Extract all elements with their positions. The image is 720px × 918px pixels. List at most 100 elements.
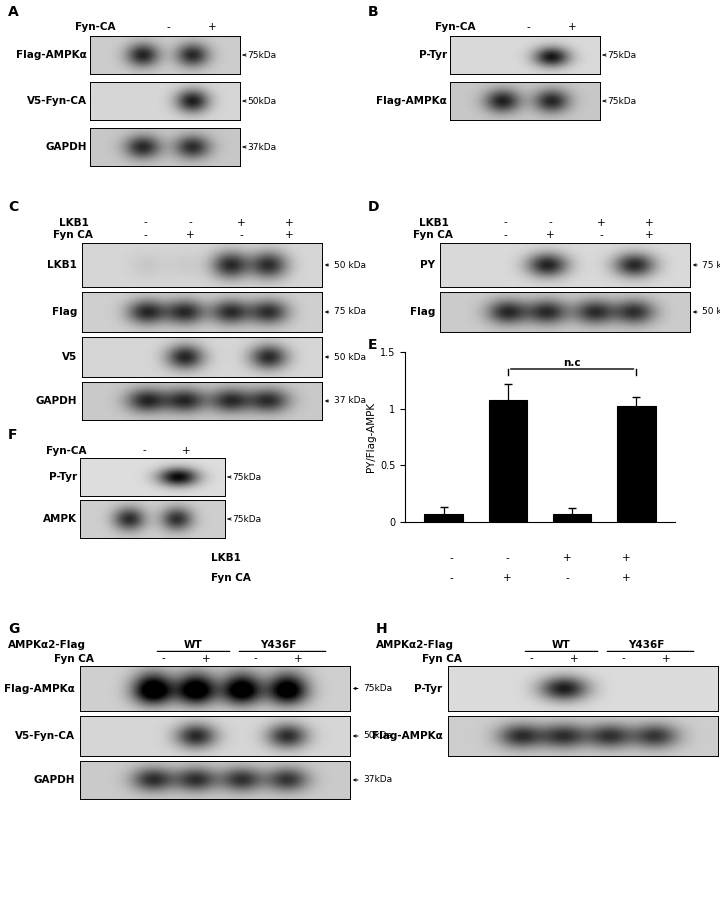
- Text: 75kDa: 75kDa: [233, 514, 261, 523]
- Text: H: H: [376, 622, 387, 636]
- Text: +: +: [202, 654, 210, 664]
- Text: Y436F: Y436F: [261, 640, 297, 650]
- Text: 37 kDa: 37 kDa: [334, 397, 366, 406]
- Bar: [553, 514, 591, 522]
- Text: AMPK: AMPK: [43, 514, 77, 524]
- Text: Flag: Flag: [410, 307, 435, 317]
- Text: Fyn CA: Fyn CA: [210, 573, 251, 583]
- Text: 50kDa: 50kDa: [364, 732, 392, 741]
- Text: PY: PY: [420, 260, 435, 270]
- Text: 37kDa: 37kDa: [248, 142, 276, 151]
- Text: A: A: [8, 5, 19, 19]
- Text: -: -: [504, 230, 508, 241]
- Text: Flag-AMPKα: Flag-AMPKα: [4, 684, 75, 693]
- Text: LKB1: LKB1: [48, 260, 77, 270]
- Text: 75kDa: 75kDa: [608, 50, 636, 60]
- Bar: [424, 514, 463, 522]
- Text: E: E: [368, 338, 377, 352]
- Text: LKB1: LKB1: [59, 218, 89, 228]
- Text: Flag-AMPKα: Flag-AMPKα: [372, 731, 443, 741]
- Text: 50 kDa: 50 kDa: [703, 308, 720, 317]
- Text: P-Tyr: P-Tyr: [415, 684, 443, 693]
- Text: GAPDH: GAPDH: [36, 396, 77, 406]
- Text: +: +: [285, 230, 294, 241]
- Text: Fyn CA: Fyn CA: [413, 230, 453, 241]
- Text: -: -: [504, 218, 508, 228]
- Text: -: -: [253, 654, 257, 664]
- Text: D: D: [368, 200, 379, 214]
- Text: 75kDa: 75kDa: [608, 96, 636, 106]
- Text: F: F: [8, 428, 17, 442]
- Bar: [489, 399, 527, 522]
- Text: Fyn-CA: Fyn-CA: [46, 445, 86, 455]
- Text: +: +: [622, 553, 631, 563]
- Text: AMPKα2-Flag: AMPKα2-Flag: [376, 640, 454, 650]
- Text: -: -: [527, 22, 531, 32]
- Text: +: +: [546, 230, 554, 241]
- Text: Flag-AMPKα: Flag-AMPKα: [17, 50, 87, 60]
- Text: Fyn CA: Fyn CA: [422, 654, 462, 664]
- Text: LKB1: LKB1: [210, 553, 240, 563]
- Text: +: +: [207, 22, 216, 32]
- Y-axis label: PY/Flag-AMPK: PY/Flag-AMPK: [366, 402, 376, 472]
- Text: C: C: [8, 200, 18, 214]
- Text: +: +: [186, 230, 194, 241]
- Text: +: +: [645, 218, 654, 228]
- Text: 50 kDa: 50 kDa: [334, 353, 366, 362]
- Text: 75 kDa: 75 kDa: [334, 308, 366, 317]
- Text: Flag-AMPKα: Flag-AMPKα: [377, 96, 447, 106]
- Text: GAPDH: GAPDH: [45, 142, 87, 152]
- Text: -: -: [600, 230, 603, 241]
- Text: +: +: [285, 218, 294, 228]
- Text: 75kDa: 75kDa: [248, 50, 276, 60]
- Text: +: +: [182, 445, 191, 455]
- Text: +: +: [662, 654, 671, 664]
- Text: +: +: [570, 654, 578, 664]
- Text: 75kDa: 75kDa: [233, 473, 261, 482]
- Text: -: -: [549, 218, 552, 228]
- Text: 50kDa: 50kDa: [248, 96, 276, 106]
- Text: -: -: [189, 218, 192, 228]
- Text: B: B: [368, 5, 379, 19]
- Text: Fyn CA: Fyn CA: [53, 230, 93, 241]
- Text: 37kDa: 37kDa: [364, 776, 392, 785]
- Text: V5: V5: [62, 352, 77, 362]
- Text: Fyn-CA: Fyn-CA: [75, 22, 116, 32]
- Text: -: -: [505, 553, 510, 563]
- Text: P-Tyr: P-Tyr: [419, 50, 447, 60]
- Text: +: +: [294, 654, 302, 664]
- Text: 75kDa: 75kDa: [364, 684, 392, 693]
- Text: +: +: [563, 553, 571, 563]
- Text: Y436F: Y436F: [629, 640, 665, 650]
- Text: -: -: [449, 573, 453, 583]
- Text: AMPKα2-Flag: AMPKα2-Flag: [8, 640, 86, 650]
- Text: GAPDH: GAPDH: [33, 775, 75, 785]
- Text: +: +: [238, 218, 246, 228]
- Text: -: -: [565, 573, 569, 583]
- Text: G: G: [8, 622, 19, 636]
- Text: V5-Fyn-CA: V5-Fyn-CA: [14, 731, 75, 741]
- Bar: [617, 407, 656, 522]
- Text: +: +: [503, 573, 512, 583]
- Text: -: -: [449, 553, 453, 563]
- Text: 50 kDa: 50 kDa: [334, 261, 366, 270]
- Text: V5-Fyn-CA: V5-Fyn-CA: [27, 96, 87, 106]
- Text: Flag: Flag: [52, 307, 77, 317]
- Text: LKB1: LKB1: [419, 218, 449, 228]
- Text: -: -: [161, 654, 165, 664]
- Text: Fyn CA: Fyn CA: [54, 654, 94, 664]
- Text: -: -: [240, 230, 243, 241]
- Text: +: +: [645, 230, 654, 241]
- Text: +: +: [567, 22, 576, 32]
- Text: -: -: [621, 654, 626, 664]
- Text: P-Tyr: P-Tyr: [49, 472, 77, 482]
- Text: +: +: [622, 573, 631, 583]
- Text: -: -: [143, 445, 146, 455]
- Text: Fyn-CA: Fyn-CA: [435, 22, 476, 32]
- Text: -: -: [529, 654, 533, 664]
- Text: WT: WT: [552, 640, 570, 650]
- Text: 75 kDa: 75 kDa: [703, 261, 720, 270]
- Text: n.c: n.c: [563, 358, 581, 367]
- Text: -: -: [167, 22, 171, 32]
- Text: +: +: [598, 218, 606, 228]
